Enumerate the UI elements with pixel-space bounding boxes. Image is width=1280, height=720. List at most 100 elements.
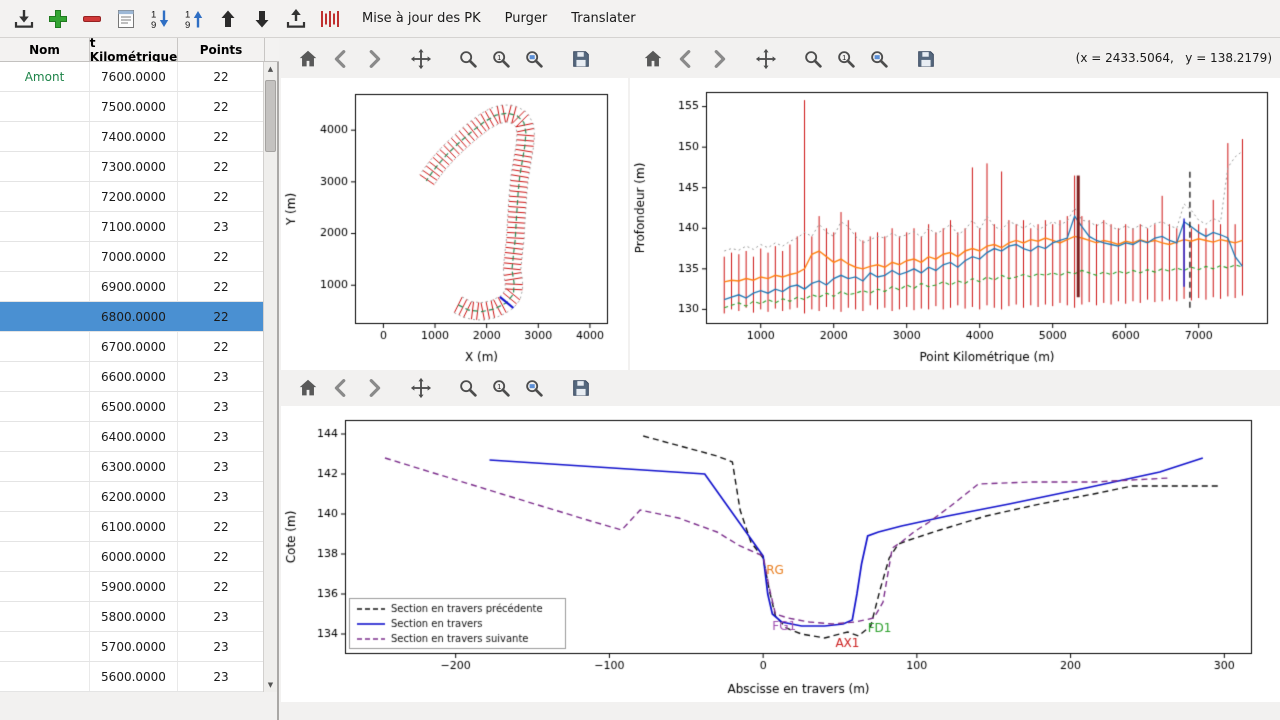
table-row[interactable]: 7500.0000 22 [0, 92, 265, 122]
plan-pan-button[interactable] [406, 44, 436, 74]
cell-nom [0, 302, 90, 331]
table-scrollbar[interactable]: ▲ ▼ [263, 62, 277, 692]
table-row[interactable]: 6400.0000 23 [0, 422, 265, 452]
table-row[interactable]: 5700.0000 23 [0, 632, 265, 662]
plan-view-chart[interactable] [281, 78, 628, 370]
table-row[interactable]: 6100.0000 22 [0, 512, 265, 542]
cross-zoom-rect-button[interactable] [519, 373, 549, 403]
table-row[interactable]: Amont 7600.0000 22 [0, 62, 265, 92]
cell-points: 22 [178, 152, 265, 181]
plan-forward-button[interactable] [359, 44, 389, 74]
table-row[interactable]: 5600.0000 23 [0, 662, 265, 692]
menu-item-mise-a-jour-pk[interactable]: Mise à jour des PK [362, 11, 481, 26]
cell-points: 23 [178, 422, 265, 451]
cross-back-button[interactable] [326, 373, 356, 403]
svg-text:9: 9 [151, 20, 156, 31]
col-header-nom[interactable]: Nom [0, 38, 90, 61]
move-down-button[interactable] [246, 4, 278, 34]
col-header-points[interactable]: Points [178, 38, 265, 61]
scroll-thumb[interactable] [265, 80, 276, 152]
cross-zoom-one-button[interactable]: 1 [486, 373, 516, 403]
cell-points: 22 [178, 332, 265, 361]
table-row[interactable]: 7300.0000 22 [0, 152, 265, 182]
export-button[interactable] [280, 4, 312, 34]
plan-zoom-one-button[interactable]: 1 [486, 44, 516, 74]
cross-zoom-button[interactable] [453, 373, 483, 403]
profile-home-button[interactable] [638, 44, 668, 74]
table-row[interactable]: 6900.0000 22 [0, 272, 265, 302]
add-section-button[interactable] [42, 4, 74, 34]
col-header-pk[interactable]: t Kilométrique [89, 35, 178, 64]
profile-pan-button[interactable] [751, 44, 781, 74]
table-row[interactable]: 6200.0000 23 [0, 482, 265, 512]
cross-home-button[interactable] [293, 373, 323, 403]
table-row[interactable]: 7100.0000 23 [0, 212, 265, 242]
table-row[interactable]: 5900.0000 22 [0, 572, 265, 602]
cell-pk: 6500.0000 [90, 392, 178, 421]
table-row[interactable]: 7000.0000 22 [0, 242, 265, 272]
profile-zoom-rect-button[interactable] [864, 44, 894, 74]
edit-icon [114, 7, 138, 31]
table-row[interactable]: 6600.0000 23 [0, 362, 265, 392]
table-row[interactable]: 7200.0000 22 [0, 182, 265, 212]
cell-points: 22 [178, 122, 265, 151]
remove-section-button[interactable] [76, 4, 108, 34]
plan-back-button[interactable] [326, 44, 356, 74]
plan-save-button[interactable] [566, 44, 596, 74]
zoom-rect-icon [523, 377, 545, 399]
menu-item-purger[interactable]: Purger [504, 11, 548, 26]
cell-points: 22 [178, 92, 265, 121]
table-row[interactable]: 7400.0000 22 [0, 122, 265, 152]
cell-nom [0, 662, 90, 691]
table-row[interactable]: 6800.0000 22 [0, 302, 265, 332]
move-up-button[interactable] [212, 4, 244, 34]
sections-icon [318, 7, 342, 31]
table-row[interactable]: 6700.0000 22 [0, 332, 265, 362]
scroll-up-button[interactable]: ▲ [267, 65, 274, 73]
cell-points: 22 [178, 512, 265, 541]
cell-points: 22 [178, 542, 265, 571]
plan-zoom-rect-button[interactable] [519, 44, 549, 74]
table-row[interactable]: 6500.0000 23 [0, 392, 265, 422]
plan-home-button[interactable] [293, 44, 323, 74]
profile-plot-toolbar: 1 [638, 42, 944, 76]
menu-item-translater[interactable]: Translater [571, 11, 636, 26]
cell-nom [0, 242, 90, 271]
longitudinal-profile-chart[interactable] [630, 78, 1280, 370]
scroll-down-button[interactable]: ▼ [267, 681, 274, 689]
cross-forward-button[interactable] [359, 373, 389, 403]
profile-zoom-one-button[interactable]: 1 [831, 44, 861, 74]
forward-icon [363, 377, 385, 399]
edit-section-button[interactable] [110, 4, 142, 34]
cell-nom [0, 452, 90, 481]
cell-points: 23 [178, 212, 265, 241]
cross-pan-button[interactable] [406, 373, 436, 403]
cell-points: 22 [178, 272, 265, 301]
zoom-icon [457, 48, 479, 70]
sections-button[interactable] [314, 4, 346, 34]
table-row[interactable]: 5800.0000 23 [0, 602, 265, 632]
profile-back-button[interactable] [671, 44, 701, 74]
plan-zoom-button[interactable] [453, 44, 483, 74]
table-row[interactable]: 6300.0000 23 [0, 452, 265, 482]
cell-pk: 6600.0000 [90, 362, 178, 391]
save-icon [570, 377, 592, 399]
cross-section-chart[interactable] [281, 406, 1280, 702]
import-button[interactable] [8, 4, 40, 34]
profile-save-button[interactable] [911, 44, 941, 74]
profile-zoom-button[interactable] [798, 44, 828, 74]
table-row[interactable]: 6000.0000 22 [0, 542, 265, 572]
cell-nom [0, 512, 90, 541]
remove-icon [80, 7, 104, 31]
cell-pk: 5600.0000 [90, 662, 178, 691]
back-icon [675, 48, 697, 70]
cell-pk: 7400.0000 [90, 122, 178, 151]
cross-save-button[interactable] [566, 373, 596, 403]
cell-nom [0, 212, 90, 241]
profile-forward-button[interactable] [704, 44, 734, 74]
